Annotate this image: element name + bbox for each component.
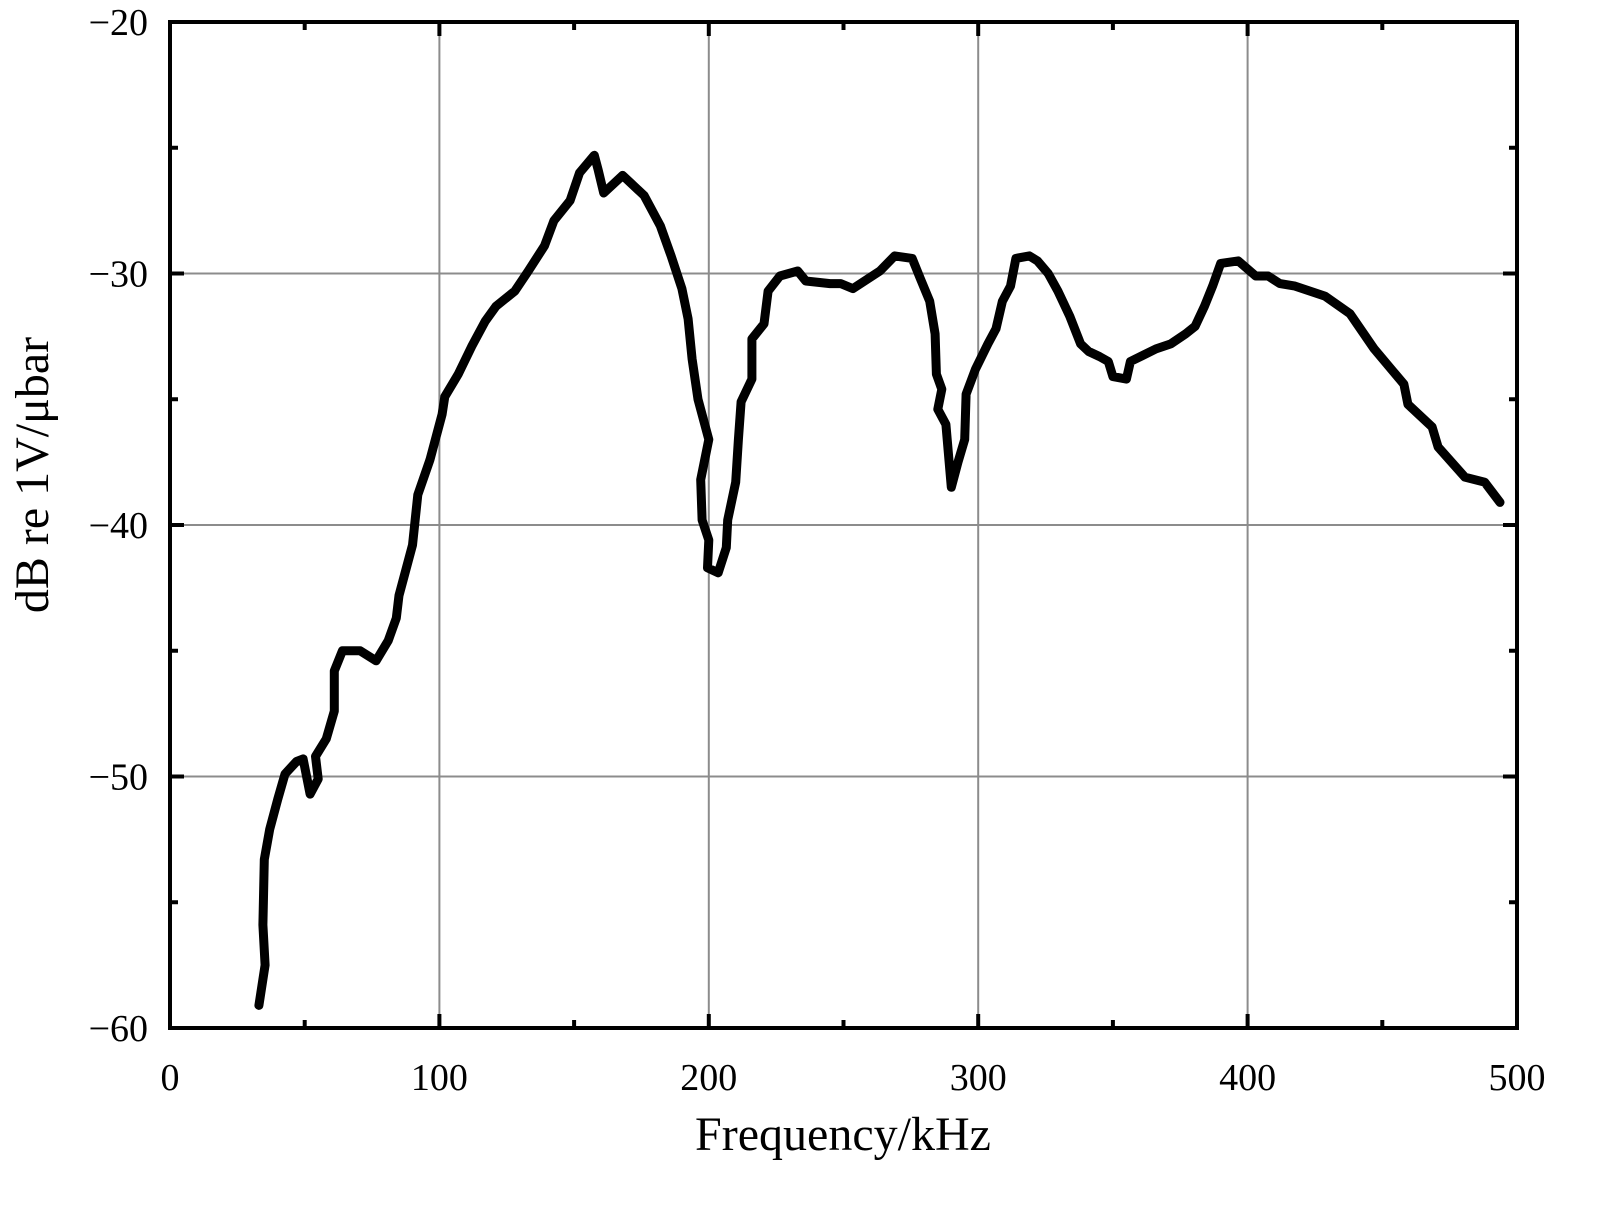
x-tick-label: 200 <box>680 1057 737 1099</box>
y-tick-label: −30 <box>89 254 148 296</box>
x-tick-label: 500 <box>1489 1057 1546 1099</box>
y-tick-label: −50 <box>89 757 148 799</box>
y-axis-label: dB re 1V/μbar <box>6 337 59 613</box>
x-tick-label: 300 <box>950 1057 1007 1099</box>
x-tick-label: 0 <box>161 1057 180 1099</box>
y-tick-label: −40 <box>89 505 148 547</box>
x-tick-label: 100 <box>411 1057 468 1099</box>
data-line <box>254 150 1505 1010</box>
x-axis-label: Frequency/kHz <box>695 1108 991 1161</box>
y-tick-label: −20 <box>89 2 148 44</box>
x-tick-label: 400 <box>1219 1057 1276 1099</box>
y-tick-label: −60 <box>89 1008 148 1050</box>
